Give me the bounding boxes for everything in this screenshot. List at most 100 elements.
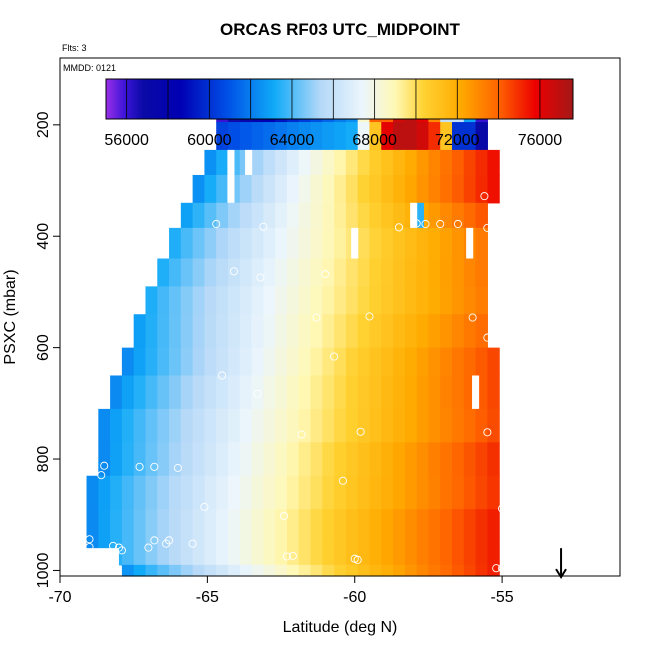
colorbar-ticks: 56000 60000 64000 68000 72000 76000 [104,79,562,149]
observation-point [312,313,321,322]
heatmap-cell [263,347,276,377]
heatmap-cell [121,442,135,477]
heatmap-cell [121,347,135,377]
heatmap-cell [334,442,347,477]
heatmap-cell [86,475,99,510]
observation-point [100,461,109,470]
heatmap-cell [463,258,477,287]
heatmap-cell [157,408,170,443]
heatmap-cell [216,258,229,287]
heatmap-cell [357,375,371,410]
heatmap-cell [121,408,135,443]
heatmap-cell [487,509,500,538]
observation-point [229,267,238,276]
heatmap-cell [204,174,217,204]
heatmap-cell [428,347,441,377]
heatmap-cell [440,174,453,204]
heatmap-cell [239,475,253,510]
heatmap-cell [345,314,359,349]
heatmap-cell [381,122,394,151]
heatmap-cell [251,258,264,287]
observation-point [421,219,430,229]
heatmap-cell [145,475,158,510]
heatmap-cell [404,347,418,377]
heatmap-cell [416,564,430,577]
observation-point [483,428,492,437]
observation-point [253,389,262,398]
heatmap-cell [192,347,206,377]
observation-point [144,543,153,552]
heatmap-cell [228,227,241,260]
heatmap-cell [169,258,182,287]
heatmap-cell [322,408,335,443]
heatmap-cell [192,564,206,577]
heatmap-cell [334,375,347,410]
heatmap-cell [404,537,418,566]
heatmap-cell [180,347,194,377]
heatmap-cell [228,286,241,315]
heatmap-cell [322,347,335,377]
heatmap-cell [334,149,347,176]
heatmap-cell [110,408,123,443]
heatmap-cell [216,564,229,577]
heatmap-cell [263,408,276,443]
heatmap-cell [228,408,241,443]
heatmap-cell [286,442,300,477]
heatmap-cell [404,258,418,287]
heatmap-cell [463,537,477,566]
heatmap-cell [404,475,418,510]
heatmap-cell [251,149,264,176]
heatmap-cell [98,442,111,477]
observation-point [109,541,118,550]
heatmap-gap [351,227,359,259]
heatmap-cell [251,408,264,443]
heatmap-cell [381,286,394,315]
heatmap-cell [345,564,359,577]
heatmap-cell [216,509,229,538]
heatmap-cell [452,509,465,538]
heatmap-cell [440,227,453,260]
heatmap-cell [180,286,194,315]
heatmap-cell [345,537,359,566]
heatmap-cell [263,509,276,538]
observation-point [259,222,268,231]
observation-point [97,471,106,480]
heatmap-cell [381,258,394,287]
heatmap-cell [463,475,477,510]
heatmap-cell [133,375,147,410]
heatmap-cell [298,149,312,176]
heatmap-cell [381,442,394,477]
heatmap-cell [239,347,253,377]
heatmap-cell [463,314,477,349]
heatmap-cell [381,149,394,176]
heatmap-cell [393,375,406,410]
heatmap-cell [98,475,111,510]
observation-point [356,427,365,436]
observation-point [498,504,507,513]
heatmap-cell [369,442,382,477]
heatmap-cell [452,202,465,229]
observation-point [394,223,403,232]
heatmap-cell [381,564,394,577]
heatmap-cell [239,174,253,204]
heatmap-cell [275,375,288,410]
heatmap-cell [334,564,347,577]
heatmap-cell [169,314,182,349]
heatmap-cell [157,475,170,510]
heatmap-cell [345,347,359,377]
heatmap-cell [298,202,312,229]
heatmap-cell [322,314,335,349]
heatmap-cell [416,375,430,410]
heatmap-cell [463,408,477,443]
heatmap-cell [298,375,312,410]
heatmap-cell [286,286,300,315]
heatmap-cell [357,408,371,443]
heatmap-cell [416,347,430,377]
heatmap-cell [334,202,347,229]
heatmap-cell [251,314,264,349]
heatmap-cell [204,202,217,229]
heatmap-cell [275,475,288,510]
heatmap-cell [440,122,453,151]
heatmap-cell [121,375,135,410]
heatmap-cell [133,442,147,477]
